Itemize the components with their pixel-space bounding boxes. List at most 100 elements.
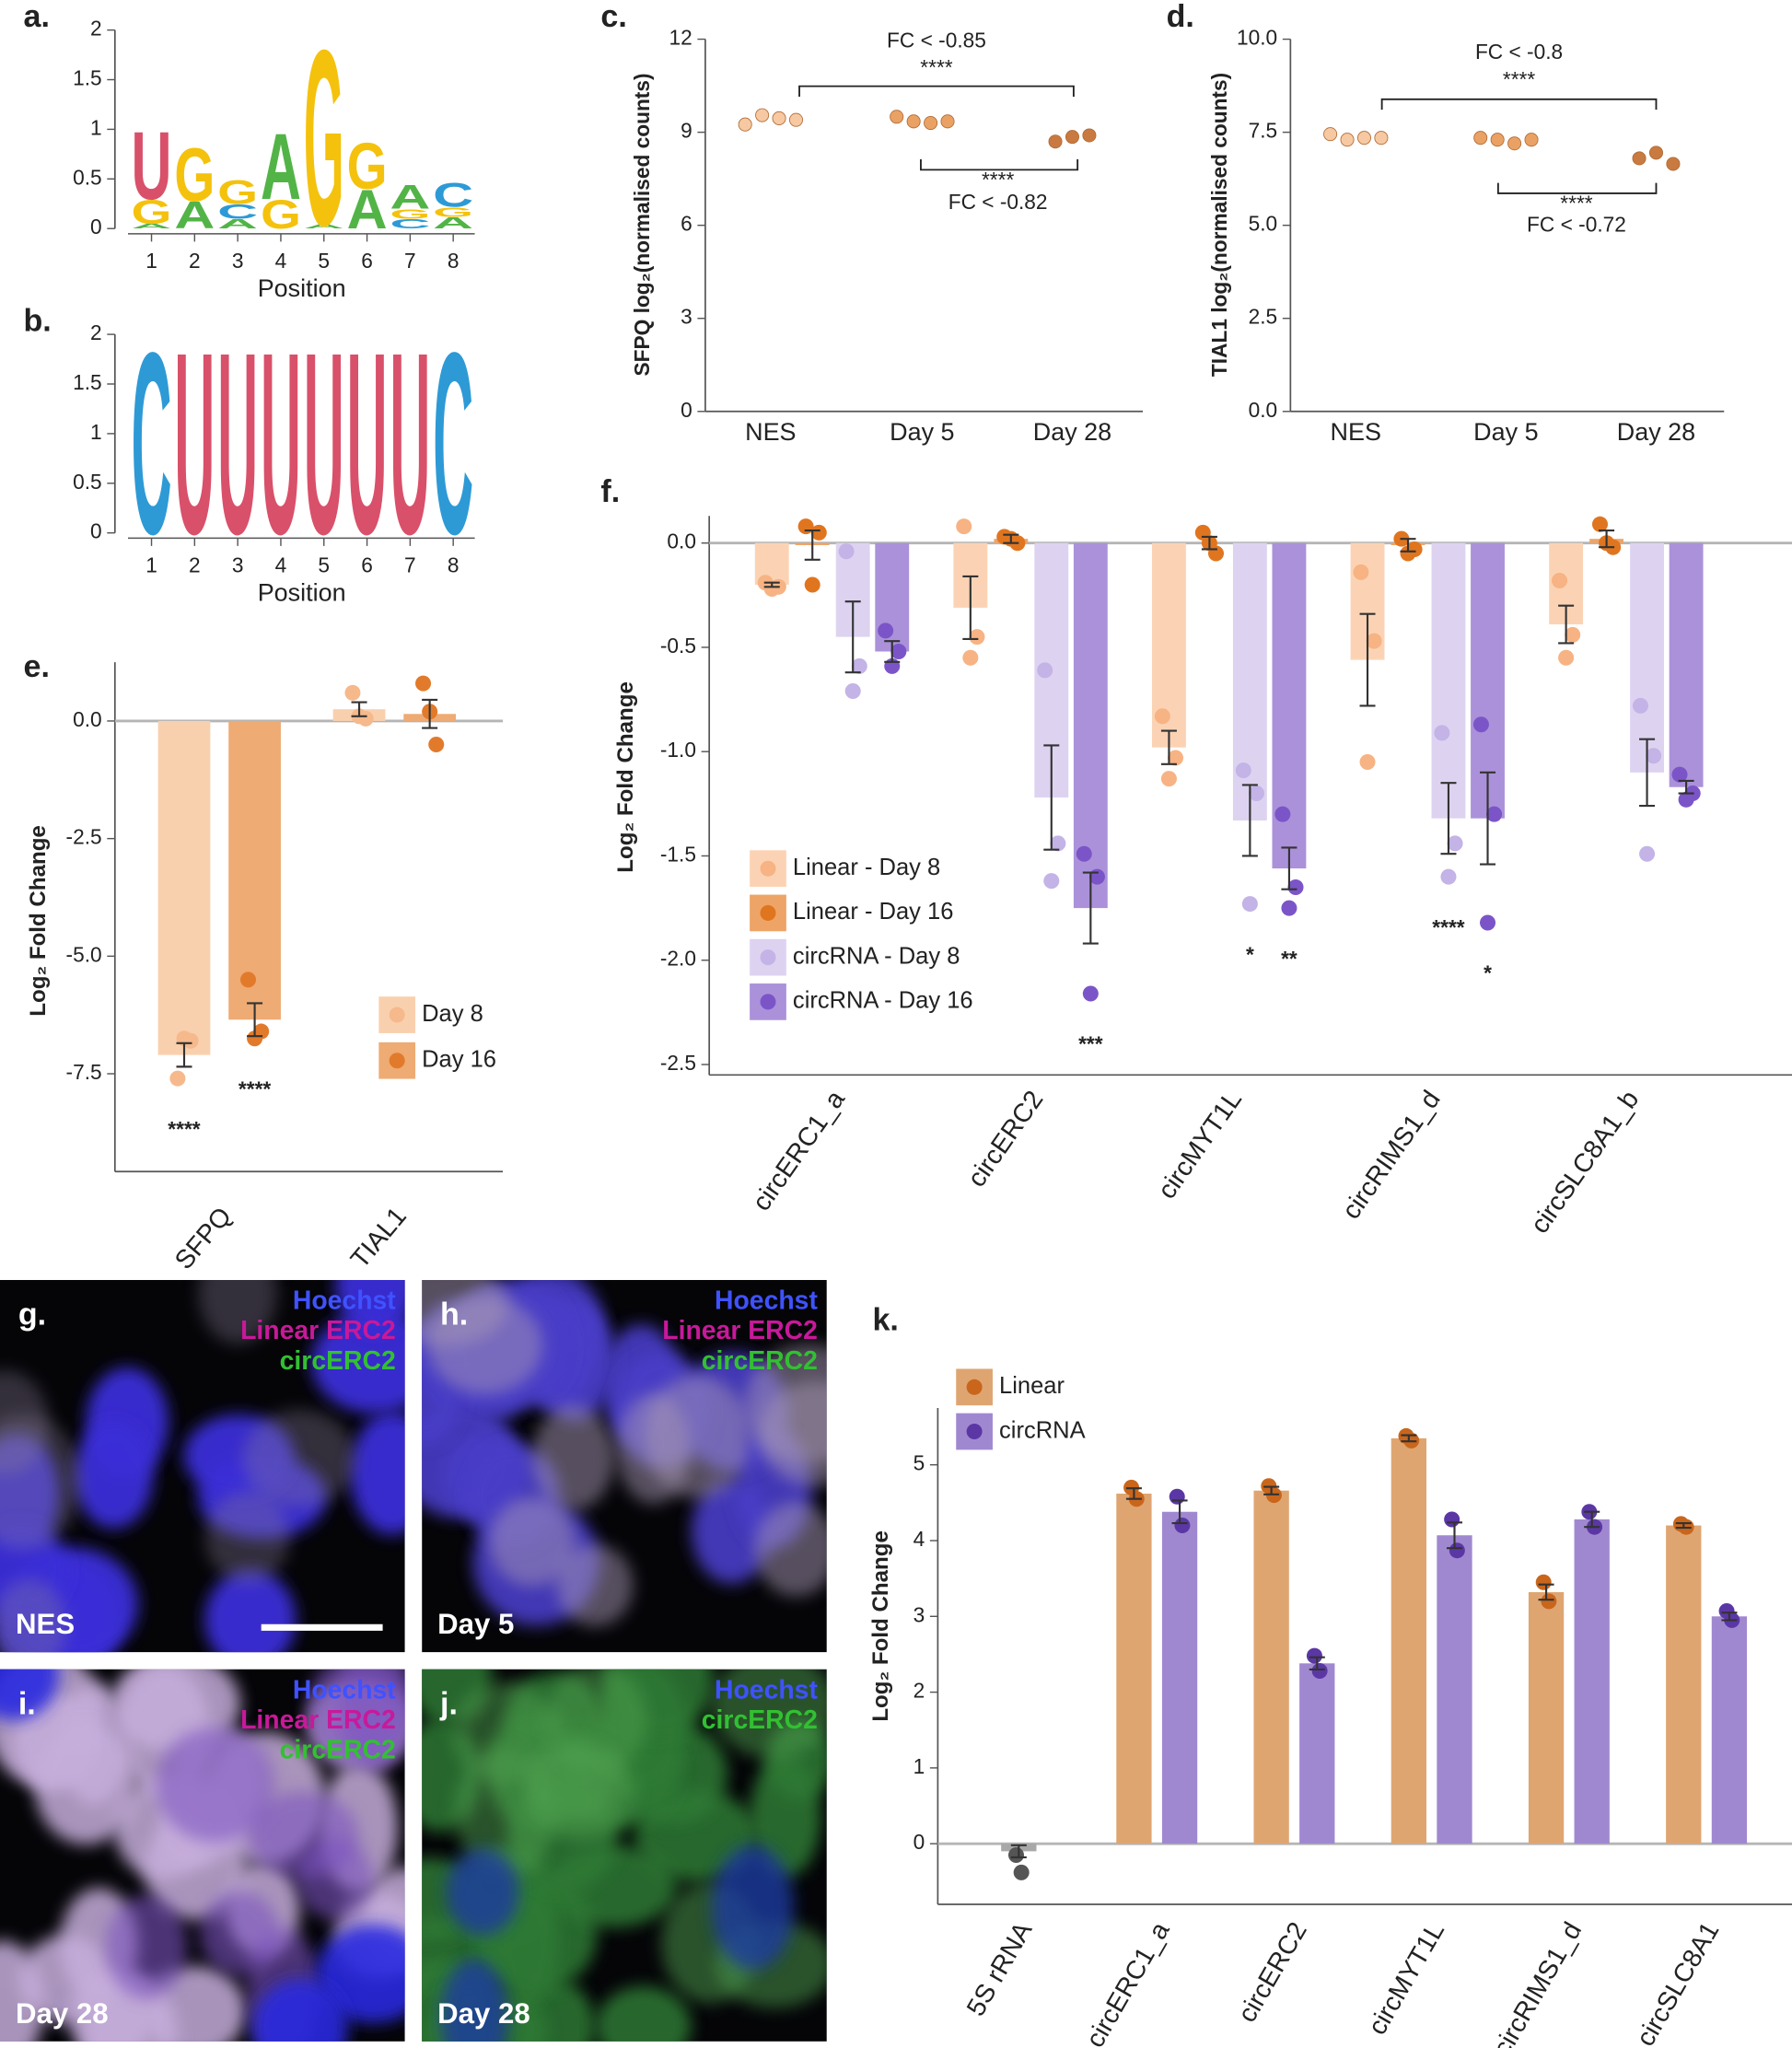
image-caption: Day 28 [16,1997,109,2030]
data-point [1374,131,1389,145]
cell [446,1848,519,1936]
legend-dot [760,904,776,921]
error-bar [763,581,780,588]
cell [489,1496,576,1587]
data-point [415,675,432,692]
cell [711,1669,827,1760]
cell [528,1740,620,1821]
panel-label: i. [18,1686,36,1721]
data-point [1473,131,1488,145]
legend-dot [966,1379,983,1395]
cell [204,1491,290,1583]
logo-letter: G [217,173,258,212]
panel-label: c. [600,0,626,34]
cell [0,1370,49,1475]
data-point [1174,1518,1191,1534]
cell [0,1669,59,1720]
data-point [1472,716,1489,733]
data-point [1447,835,1463,852]
legend-label: circRNA - Day 8 [793,943,960,969]
data-point [1632,697,1648,714]
x-tick-label: NES [1331,418,1381,446]
cell [0,1940,44,2042]
x-tick-label: 5 [318,249,330,273]
x-tick-label: 4 [275,249,287,273]
logo-letter: A [347,180,388,241]
bar [1253,1490,1289,1844]
data-point [772,111,786,125]
error-bar [1599,529,1615,549]
data-point [1359,754,1376,771]
data-point [1353,564,1369,580]
y-axis-label: Log₂ Fold Change [868,1530,893,1722]
data-point [1646,748,1662,764]
image-caption: Day 28 [437,1997,530,2030]
data-point [1323,127,1338,142]
data-point [1449,1542,1465,1559]
legend-dot [389,1007,405,1023]
logo-letter: A [174,193,215,237]
x-tick-label: 7 [404,249,416,273]
error-bar [1359,612,1376,707]
y-tick-label: 3 [681,305,692,329]
data-point [1480,914,1496,931]
cell [744,1344,827,1464]
data-point [838,543,855,560]
logo-letter: U [390,299,430,589]
data-point [1535,1574,1552,1590]
bar [1630,542,1664,773]
data-point [1235,762,1251,779]
data-point [344,684,361,701]
error-bar [1678,779,1694,795]
panel-label: b. [24,303,52,338]
y-tick-label: 2 [90,320,102,344]
data-point [1007,1846,1024,1864]
error-bar [1639,738,1656,808]
data-point [1400,545,1416,562]
y-tick-label: 1 [90,420,102,444]
y-tick-label: 7.5 [1249,119,1278,143]
logo-letter: A [261,114,301,219]
y-tick-label: 0 [681,398,692,422]
cell [204,1569,297,1653]
logo-letter: G [390,206,430,222]
logo-letter: C [217,201,258,224]
y-tick-label: 0 [90,215,102,239]
y-axis-label: TIAL1 log₂(normalised counts) [1207,73,1231,377]
error-bar [1480,771,1496,866]
logo-letter: U [261,299,301,589]
data-point [1043,873,1060,890]
data-point [1541,1593,1557,1610]
x-tick-label: Day 28 [1617,418,1695,446]
data-point [1507,136,1522,151]
logo-letter: U [132,111,172,219]
data-point [890,110,904,124]
x-tick-label: 4 [275,553,287,577]
data-point [1160,771,1177,787]
data-point [755,108,770,122]
data-point [738,117,752,132]
annotation: FC < -0.8 [1475,40,1563,64]
y-tick-label: 0.0 [667,529,696,553]
y-tick-label: -0.5 [660,634,696,657]
annotation: FC < -0.85 [887,28,986,52]
micrograph [0,1669,405,2042]
data-point [1274,806,1291,822]
data-point [969,629,985,646]
cell [156,1727,274,1843]
data-point [1632,151,1647,166]
channel-label: circERC2 [702,1346,818,1376]
logo-letter: C [390,216,430,232]
significance-label: **** [1432,915,1464,939]
legend-label: Linear - Day 16 [793,899,953,925]
legend-label: Day 16 [422,1046,496,1072]
panel-label: k. [872,1302,898,1337]
significance-label: **** [168,1117,200,1141]
error-bar [1446,1521,1463,1550]
cell [307,1669,405,1766]
bar [1711,1616,1748,1844]
legend-dot [760,949,776,966]
logo-letter: G [132,192,172,231]
bar [1437,1535,1472,1844]
